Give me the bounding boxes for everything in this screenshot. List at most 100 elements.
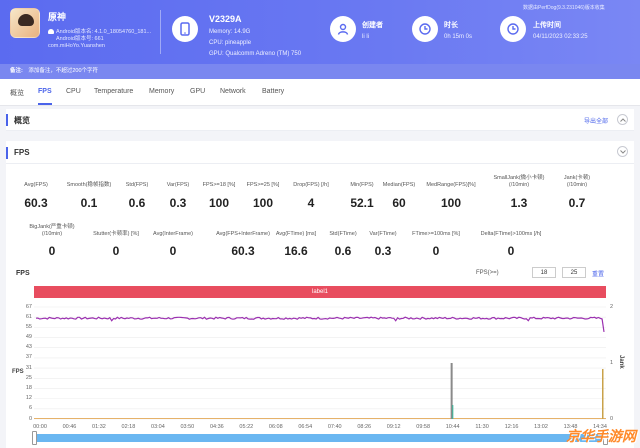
y-tick-label: 67 bbox=[25, 303, 32, 310]
y-tick-label: 18 bbox=[25, 384, 32, 391]
upload-value: 04/11/2023 02:33:25 bbox=[533, 34, 588, 40]
tab-overview[interactable]: 概览 bbox=[10, 90, 24, 97]
chart-title: FPS bbox=[16, 270, 30, 277]
x-tick-label: 00:00 bbox=[33, 424, 47, 430]
tab-memory[interactable]: Memory bbox=[149, 88, 175, 95]
y-tick-label: 55 bbox=[25, 323, 32, 330]
y-tick-label: 61 bbox=[25, 313, 32, 320]
note-input[interactable]: 添加备注，不超过200个字符 bbox=[28, 68, 99, 74]
stat-row1-label-4: FPS>=18 [%] bbox=[202, 182, 236, 188]
x-tick-label: 07:40 bbox=[327, 424, 342, 430]
tab-bar: 概览 FPS CPU Temperature Memory GPU Networ… bbox=[0, 79, 640, 106]
collect-note: 数据由PerfDog(9.3.231046)版本收集 bbox=[523, 5, 605, 11]
stat-row1-value-11: 0.7 bbox=[568, 196, 586, 210]
app-version-name: Android版本名: 4.1.0_18054760_181... bbox=[56, 29, 152, 35]
stat-row1-value-0: 60.3 bbox=[24, 196, 48, 210]
time-range-slider[interactable] bbox=[34, 434, 606, 442]
stat-row1-label-1: Smooth(稳帧指数) bbox=[66, 182, 112, 188]
note-bar[interactable]: 备注: 添加备注，不超过200个字符 bbox=[0, 64, 640, 79]
section-accent-fps bbox=[6, 147, 8, 159]
stat-row1-label-5: FPS>=25 [%] bbox=[246, 182, 280, 188]
slider-handle-right[interactable] bbox=[603, 431, 608, 445]
y-tick-label: 0 bbox=[28, 415, 32, 422]
overview-title: 概览 bbox=[14, 116, 30, 125]
app-header: 原神 Android版本名: 4.1.0_18054760_181... And… bbox=[0, 0, 640, 64]
note-label: 备注: bbox=[10, 68, 23, 74]
stat-row1-label-2: Std(FPS) bbox=[125, 182, 149, 188]
y-axis-label: FPS bbox=[12, 369, 24, 375]
section-accent bbox=[6, 114, 8, 126]
watermark-logo: 京华手游网 bbox=[566, 428, 636, 444]
stat-row1-label-0: Avg(FPS) bbox=[24, 182, 48, 188]
stat-row1-label-8: Median(FPS) bbox=[382, 182, 416, 188]
y-tick-label: 12 bbox=[25, 395, 32, 402]
stat-row1-label-10: SmallJank(微小卡顿) (/10min) bbox=[493, 175, 545, 188]
tab-cpu[interactable]: CPU bbox=[66, 88, 81, 95]
y-tick-label: 43 bbox=[25, 344, 32, 351]
fps-threshold-input-2[interactable]: 25 bbox=[562, 267, 586, 278]
y-tick-label: 49 bbox=[25, 334, 32, 341]
stat-row2-value-8: 0 bbox=[507, 244, 515, 258]
y2-tick-label: 1 bbox=[610, 359, 614, 366]
stat-row1-value-10: 1.3 bbox=[510, 196, 528, 210]
fps-threshold-input-1[interactable]: 18 bbox=[532, 267, 556, 278]
chart-band-label: label1 bbox=[34, 286, 606, 298]
x-tick-label: 10:44 bbox=[445, 424, 460, 430]
collapse-toggle[interactable] bbox=[617, 114, 628, 125]
duration-label: 时长 bbox=[444, 22, 458, 29]
stat-row1-value-3: 0.3 bbox=[169, 196, 187, 210]
stat-row2-value-2: 0 bbox=[169, 244, 177, 258]
device-memory: Memory: 14.9G bbox=[209, 29, 251, 35]
creator-value: li li bbox=[362, 34, 369, 40]
fps-chart[interactable] bbox=[34, 301, 606, 423]
stat-row2-value-7: 0 bbox=[432, 244, 440, 258]
tab-battery[interactable]: Battery bbox=[262, 88, 285, 95]
stat-row1-value-2: 0.6 bbox=[128, 196, 146, 210]
device-name: V2329A bbox=[209, 14, 242, 24]
x-tick-label: 03:04 bbox=[151, 424, 165, 430]
tab-network[interactable]: Network bbox=[220, 88, 246, 95]
slider-handle-left[interactable] bbox=[32, 431, 37, 445]
device-cpu: CPU: pineapple bbox=[209, 40, 252, 46]
x-tick-label: 09:12 bbox=[386, 424, 401, 430]
y-tick-label: 37 bbox=[25, 354, 32, 361]
clock-icon bbox=[412, 16, 438, 42]
upload-clock-icon bbox=[500, 16, 526, 42]
phone-icon bbox=[172, 16, 198, 42]
upload-label: 上传时间 bbox=[533, 22, 561, 29]
x-tick-label: 13:02 bbox=[534, 424, 548, 430]
app-icon bbox=[10, 8, 40, 38]
overview-card: 概览 导出全部 bbox=[6, 109, 634, 131]
reset-button[interactable]: 重置 bbox=[592, 272, 605, 278]
stat-row1-label-9: MedRange(FPS)[%] bbox=[426, 182, 476, 188]
chevron-down-icon bbox=[620, 150, 626, 154]
app-version-code: Android版本号: 661 bbox=[56, 36, 104, 42]
stat-row1-value-6: 4 bbox=[307, 196, 315, 210]
stat-row2-value-6: 0.3 bbox=[374, 244, 392, 258]
device-gpu: GPU: Qualcomm Adreno (TM) 750 bbox=[209, 51, 302, 57]
fps-collapse-toggle[interactable] bbox=[617, 146, 628, 157]
y2-tick-label: 0 bbox=[610, 415, 614, 422]
stat-row2-label-5: Std(FTime) bbox=[329, 231, 357, 237]
app-name: 原神 bbox=[48, 12, 67, 22]
stat-row2-label-6: Var(FTime) bbox=[369, 231, 397, 237]
stat-row2-label-1: Stutter(卡顿率) [%] bbox=[93, 231, 139, 237]
x-tick-label: 06:54 bbox=[298, 424, 313, 430]
stat-row1-value-5: 100 bbox=[252, 196, 274, 210]
export-all-link[interactable]: 导出全部 bbox=[583, 119, 608, 125]
tab-fps[interactable]: FPS bbox=[38, 88, 52, 95]
x-tick-label: 06:08 bbox=[268, 424, 283, 430]
y2-axis-label: Jank bbox=[618, 355, 624, 369]
tab-gpu[interactable]: GPU bbox=[190, 88, 206, 95]
fps-card: FPS Avg(FPS) 60.3 Smooth(稳帧指数) 0.1 Std(FPS) 0… bbox=[6, 141, 634, 448]
stat-row1-value-8: 60 bbox=[392, 196, 406, 210]
x-tick-label: 00:46 bbox=[62, 424, 77, 430]
stat-row2-value-5: 0.6 bbox=[334, 244, 352, 258]
fps-section-title: FPS bbox=[14, 148, 30, 157]
stat-row2-value-1: 0 bbox=[112, 244, 120, 258]
app-package: com.miHoYo.Yuanshen bbox=[48, 43, 105, 49]
x-tick-label: 04:36 bbox=[209, 424, 224, 430]
y-tick-label: 25 bbox=[25, 374, 32, 381]
tab-temperature[interactable]: Temperature bbox=[94, 88, 134, 95]
stat-row2-label-0: BigJank(严重卡顿) (/10min) bbox=[29, 224, 75, 237]
